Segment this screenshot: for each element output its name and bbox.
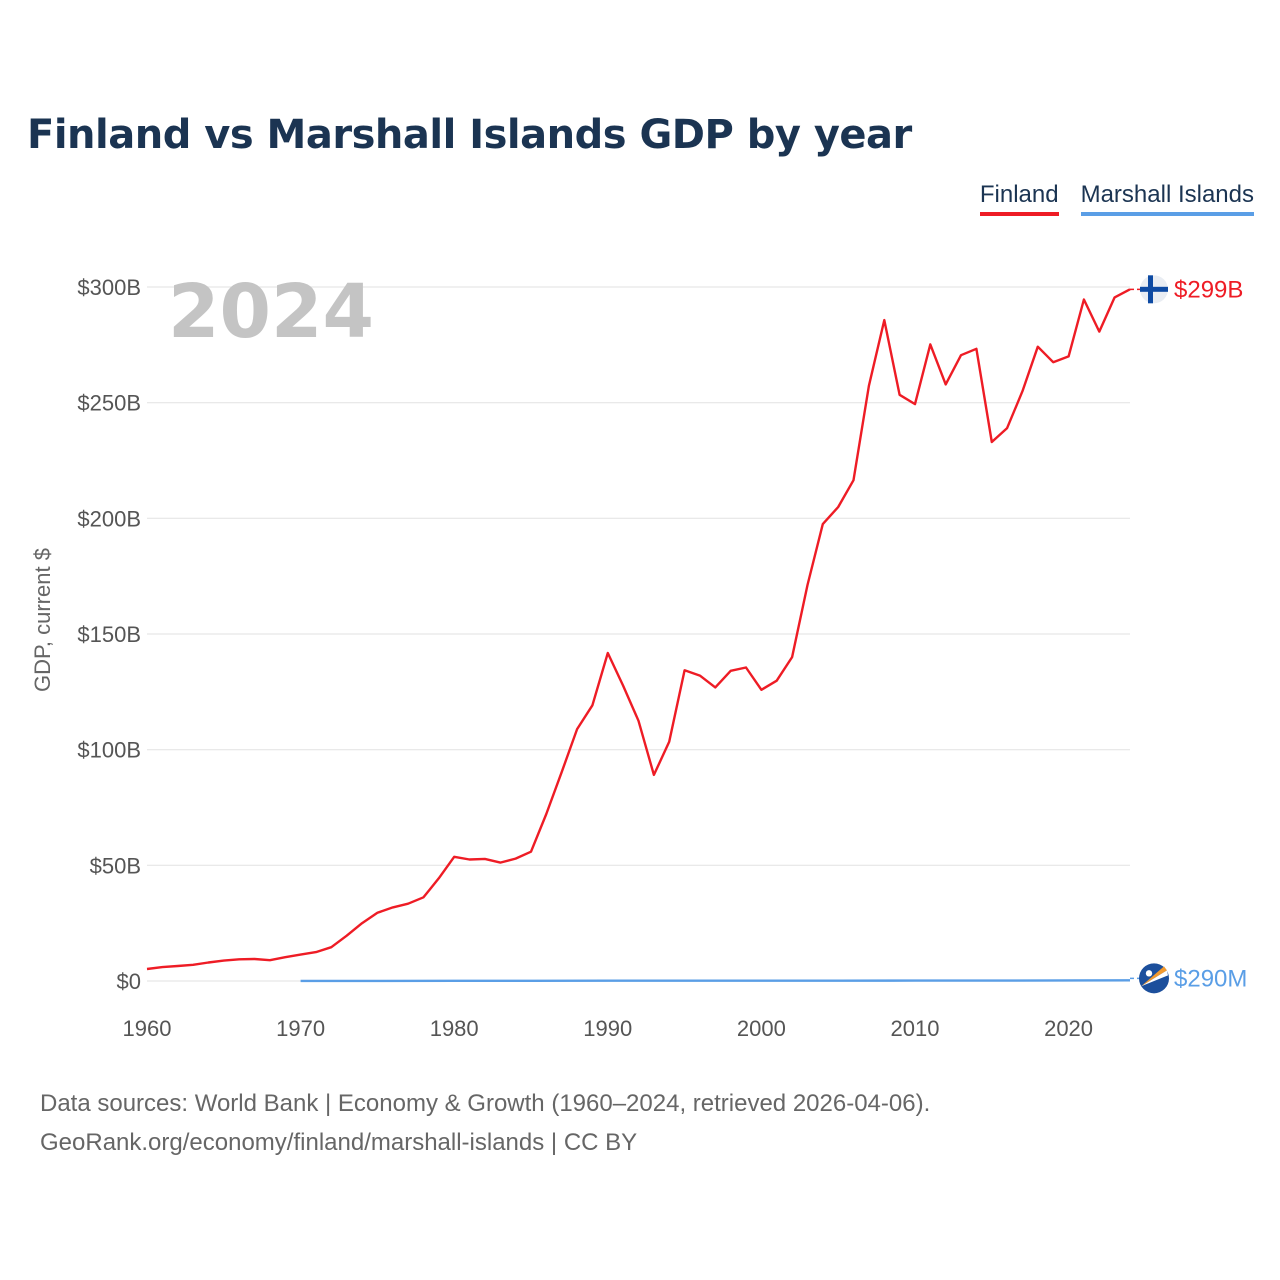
x-tick-label: 2020 — [1044, 1016, 1093, 1041]
y-tick-label: $200B — [77, 506, 141, 531]
finland-line — [146, 288, 1131, 971]
x-tick-label: 1970 — [276, 1016, 325, 1041]
marshall-islands-flag-stripe-white — [1141, 970, 1168, 987]
finland-end-label: $299B — [1174, 276, 1243, 303]
x-tick-label: 1990 — [583, 1016, 632, 1041]
gdp-line-chart: $0 $50B $100B $150B $200B $250B $300B 1960 1970… — [30, 269, 1247, 1041]
x-tick-label: 2010 — [890, 1016, 939, 1041]
marshall-islands-flag-stripe-orange — [1141, 966, 1167, 987]
y-tick-label: $50B — [90, 853, 141, 878]
marshall-islands-end-label: $290M — [1174, 965, 1247, 992]
x-tick-label: 1960 — [123, 1016, 172, 1041]
series-lines — [146, 288, 1131, 983]
y-tick-label: $300B — [77, 275, 141, 300]
y-tick-label: $250B — [77, 391, 141, 416]
y-axis-ticks: $0 $50B $100B $150B $200B $250B $300B — [77, 275, 141, 994]
finland-flag-cross-h — [1140, 286, 1168, 292]
marshall-islands-line — [300, 979, 1131, 983]
end-markers: $299B $290M — [1130, 275, 1247, 994]
chart-title: Finland vs Marshall Islands GDP by year — [27, 112, 912, 158]
y-tick-label: $150B — [77, 622, 141, 647]
legend-item-marshall-islands[interactable]: Marshall Islands — [1080, 181, 1254, 216]
x-axis-ticks: 1960 1970 1980 1990 2000 2010 2020 — [123, 1016, 1094, 1041]
source-line-1: Data sources: World Bank | Economy & Gro… — [40, 1090, 931, 1117]
y-axis-label: GDP, current $ — [30, 548, 55, 692]
marshall-islands-flag-star — [1145, 970, 1153, 977]
x-tick-label: 2000 — [737, 1016, 786, 1041]
x-tick-label: 1980 — [430, 1016, 479, 1041]
year-watermark: 2024 — [168, 269, 374, 355]
legend-item-finland[interactable]: Finland — [979, 181, 1059, 216]
finland-flag-cross-v — [1148, 275, 1153, 304]
source-note: Data sources: World Bank | Economy & Gro… — [40, 1084, 930, 1162]
source-line-2[interactable]: GeoRank.org/economy/finland/marshall-isl… — [40, 1129, 638, 1156]
y-tick-label: $0 — [117, 969, 141, 994]
y-tick-label: $100B — [77, 738, 141, 763]
marshall-islands-flag-icon — [1139, 963, 1169, 994]
legend: Finland Marshall Islands — [979, 181, 1254, 216]
finland-flag-icon — [1140, 275, 1168, 304]
